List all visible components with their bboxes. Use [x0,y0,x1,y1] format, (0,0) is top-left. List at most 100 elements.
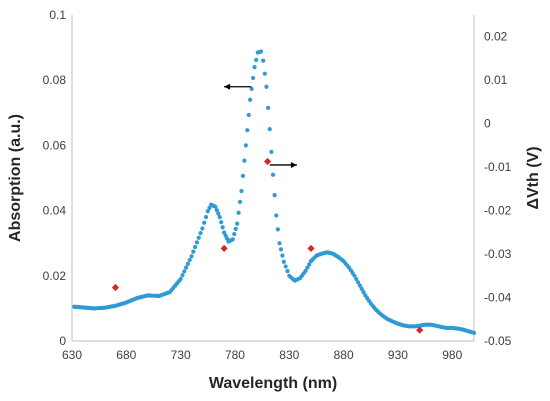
data-point [243,143,248,148]
arrow-head [224,83,231,90]
annotation-layer [224,83,297,168]
data-point [196,235,201,240]
y-right-tick-label: 0.02 [484,30,508,44]
data-point [303,268,308,274]
x-tick-label: 730 [171,348,191,362]
data-point [214,208,219,213]
data-point [245,128,250,133]
data-point [270,172,276,177]
data-point [261,58,266,63]
data-point [258,49,264,54]
y-right-tick-label: -0.04 [484,291,512,305]
x-tick-label: 980 [442,348,462,362]
diamond-point [416,326,424,334]
data-point [471,330,477,335]
data-point [207,205,212,211]
data-point [182,269,187,274]
data-point [305,265,310,270]
data-point [189,254,194,259]
diamond-point [111,283,120,292]
y-left-axis-title: Absorption (a.u.) [7,114,24,242]
data-point [235,221,240,226]
y-right-tick-label: 0 [484,117,491,131]
data-point [249,86,254,91]
data-point [183,265,189,270]
x-tick-labels: 630 680 730 780 830 880 930 980 [62,348,463,362]
y-right-tick-label: -0.05 [484,334,512,348]
data-point [205,209,210,214]
x-tick-label: 780 [225,348,245,362]
data-point [213,204,218,209]
data-point [198,231,203,236]
data-point [283,264,288,269]
y-right-axis-title: ΔVth (V) [525,146,542,209]
data-point [200,226,205,231]
data-point [252,65,257,70]
data-point [280,253,285,258]
x-tick-label: 630 [62,348,82,362]
arrow-head [290,161,297,168]
series-layer [72,49,477,335]
data-point [246,112,251,118]
data-point [187,257,192,263]
y-left-tick-label: 0.04 [43,204,67,218]
data-point [236,210,241,215]
x-axis-title: Wavelength (nm) [209,375,337,392]
data-point [185,261,190,266]
data-point [203,214,209,220]
data-point [248,97,253,102]
data-point [274,213,279,218]
data-point [357,283,363,288]
data-point [354,276,359,282]
data-point [178,276,183,282]
data-point [262,71,267,76]
x-tick-label: 830 [279,348,299,362]
data-point [266,105,271,111]
data-point [264,84,269,89]
data-point [275,227,280,232]
data-point [217,215,222,220]
diamond-point [220,244,228,253]
data-point [219,220,224,225]
data-point [361,290,366,295]
data-point [202,220,207,225]
data-point [233,226,238,231]
data-point [285,269,290,274]
data-point [237,199,243,205]
y-right-tick-label: 0.01 [484,73,508,87]
y-right-tick-labels: -0.05 -0.04 -0.03 -0.02 -0.01 0 0.01 0.02 [484,30,512,348]
data-point [191,249,196,254]
y-right-tick-label: -0.02 [484,204,512,218]
data-point [220,225,225,230]
data-point [277,241,282,246]
data-point [278,247,284,252]
data-point [194,240,200,245]
y-left-tick-label: 0.02 [43,269,67,283]
data-point [356,280,361,285]
data-point [180,273,185,278]
data-point [269,149,274,155]
diamond-point [263,157,272,166]
data-point [359,286,364,291]
y-left-tick-label: 0.08 [43,73,67,87]
data-point [250,75,256,81]
y-left-tick-labels: 0 0.02 0.04 0.06 0.08 0.1 [43,8,67,348]
data-point [281,259,286,264]
data-point [216,211,221,216]
x-tick-label: 930 [388,348,408,362]
data-point [242,158,247,163]
data-point [307,262,312,267]
data-point [267,127,272,132]
y-right-tick-label: -0.03 [484,247,512,261]
y-left-tick-label: 0.1 [49,8,66,22]
x-tick-label: 880 [334,348,354,362]
data-point [352,273,357,278]
data-point [254,57,259,62]
diamond-point [307,244,315,253]
data-point [239,188,244,194]
data-point [240,173,246,178]
data-point [232,231,237,237]
data-point [272,193,277,198]
x-tick-label: 680 [116,348,136,362]
